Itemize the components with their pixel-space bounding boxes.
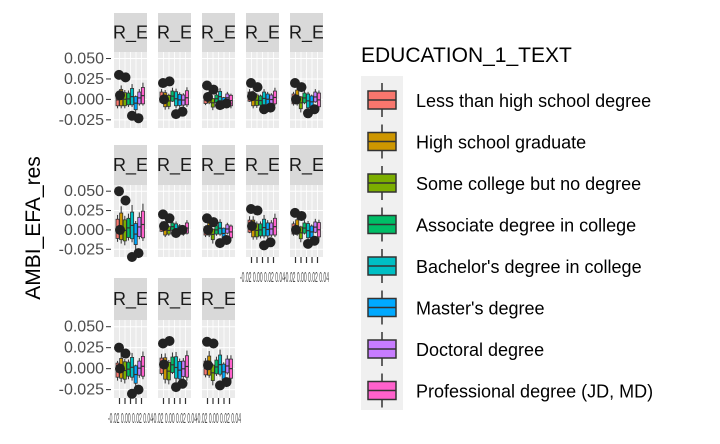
outlier-point bbox=[291, 94, 301, 105]
x-tick-label: -0.02 0.00 0.02 0.04 bbox=[196, 410, 241, 427]
legend: EDUCATION_1_TEXT Less than high school d… bbox=[361, 44, 653, 410]
outlier-point bbox=[247, 221, 257, 232]
y-tick-label: -0.025 bbox=[59, 241, 104, 258]
outlier-point bbox=[221, 234, 232, 245]
legend-title: EDUCATION_1_TEXT bbox=[361, 44, 572, 67]
legend-label: Less than high school degree bbox=[416, 91, 651, 111]
panels-layer: 0.050 0.025 0.000 -0.025 R_E R_E R_E R_E R_E 0.05… bbox=[59, 13, 329, 427]
outlier-point bbox=[133, 248, 144, 259]
x-tick-label: -0.02 0.00 0.02 0.04 bbox=[108, 410, 153, 427]
facet-strip-label: R_E bbox=[113, 155, 148, 176]
outlier-point bbox=[115, 363, 125, 374]
x-tick-label: -0.02 0.00 0.02 0.04 bbox=[240, 269, 285, 286]
y-tick-label: 0.000 bbox=[64, 361, 104, 378]
outlier-point bbox=[164, 76, 175, 87]
facet-strip-label: R_E bbox=[201, 289, 236, 310]
y-tick-label: 0.050 bbox=[64, 319, 104, 336]
outlier-point bbox=[208, 217, 219, 228]
y-tick-label: -0.025 bbox=[59, 382, 104, 399]
legend-label: Doctoral degree bbox=[416, 340, 544, 360]
facet-strip bbox=[290, 145, 323, 185]
y-tick-label: 0.025 bbox=[64, 340, 104, 357]
facet-strip bbox=[202, 145, 235, 185]
outlier-point bbox=[159, 359, 169, 370]
y-tick-label: 0.025 bbox=[64, 203, 104, 220]
outlier-point bbox=[309, 104, 320, 115]
y-tick-label: 0.050 bbox=[64, 183, 104, 200]
facet-strip bbox=[158, 145, 191, 185]
outlier-point bbox=[177, 106, 188, 117]
facet-strip bbox=[246, 145, 279, 185]
facet-strip-label: R_E bbox=[245, 23, 280, 44]
outlier-point bbox=[208, 338, 219, 349]
facet-strip-label: R_E bbox=[245, 155, 280, 176]
outlier-point bbox=[120, 348, 131, 359]
y-tick-label: 0.050 bbox=[64, 51, 104, 68]
facet-strip bbox=[158, 13, 191, 52]
facet-strip bbox=[158, 278, 191, 320]
facet-strip bbox=[246, 13, 279, 52]
y-tick-label: 0.000 bbox=[64, 222, 104, 239]
outlier-point bbox=[159, 94, 169, 105]
legend-label: Some college but no degree bbox=[416, 174, 641, 194]
facet-strip-label: R_E bbox=[113, 23, 148, 44]
outlier-point bbox=[120, 195, 131, 206]
facet-strip bbox=[114, 278, 147, 320]
facet-strip-label: R_E bbox=[157, 155, 192, 176]
outlier-point bbox=[114, 186, 124, 197]
outlier-point bbox=[265, 102, 276, 113]
outlier-point bbox=[252, 205, 263, 216]
outlier-point bbox=[159, 221, 169, 232]
y-tick-label: -0.025 bbox=[59, 112, 104, 129]
outlier-point bbox=[208, 84, 219, 95]
facet-strip bbox=[202, 13, 235, 52]
legend-label: Bachelor's degree in college bbox=[416, 257, 642, 277]
outlier-point bbox=[203, 224, 213, 235]
outlier-point bbox=[177, 224, 188, 235]
facet-strip-label: R_E bbox=[113, 289, 148, 310]
facet-strip-label: R_E bbox=[157, 23, 192, 44]
outlier-point bbox=[221, 98, 232, 109]
y-tick-label: 0.025 bbox=[64, 71, 104, 88]
facet-strip bbox=[114, 145, 147, 185]
facet-strip bbox=[202, 278, 235, 320]
outlier-point bbox=[164, 213, 175, 224]
outlier-point bbox=[265, 237, 276, 248]
facet-strip-label: R_E bbox=[201, 23, 236, 44]
outlier-point bbox=[115, 90, 125, 101]
outlier-point bbox=[291, 224, 301, 235]
outlier-point bbox=[164, 335, 175, 346]
outlier-point bbox=[177, 378, 188, 389]
outlier-point bbox=[203, 91, 213, 102]
outlier-point bbox=[133, 384, 144, 395]
y-axis-title: AMBI_EFA_res bbox=[22, 156, 45, 300]
legend-label: Associate degree in college bbox=[416, 216, 636, 236]
facet-strip-label: R_E bbox=[157, 289, 192, 310]
x-tick-label: -0.02 0.00 0.02 0.04 bbox=[284, 269, 329, 286]
facet-strip-label: R_E bbox=[289, 23, 324, 44]
outlier-point bbox=[252, 82, 263, 93]
outlier-point bbox=[133, 113, 144, 124]
y-tick-label: 0.000 bbox=[64, 91, 104, 108]
outlier-point bbox=[247, 91, 257, 102]
facet-strip-label: R_E bbox=[201, 155, 236, 176]
outlier-point bbox=[296, 210, 307, 221]
x-tick-label: -0.02 0.00 0.02 0.04 bbox=[152, 410, 197, 427]
facet-strip bbox=[114, 13, 147, 52]
legend-label: Master's degree bbox=[416, 299, 545, 319]
legend-label: High school graduate bbox=[416, 133, 586, 153]
outlier-point bbox=[115, 224, 125, 235]
facet-strip-label: R_E bbox=[289, 155, 324, 176]
outlier-point bbox=[296, 82, 307, 93]
outlier-point bbox=[203, 360, 213, 371]
facet-strip bbox=[290, 13, 323, 52]
legend-label: Professional degree (JD, MD) bbox=[416, 382, 653, 402]
outlier-point bbox=[221, 377, 232, 388]
outlier-point bbox=[309, 235, 320, 246]
outlier-point bbox=[114, 342, 124, 353]
outlier-point bbox=[120, 72, 131, 83]
